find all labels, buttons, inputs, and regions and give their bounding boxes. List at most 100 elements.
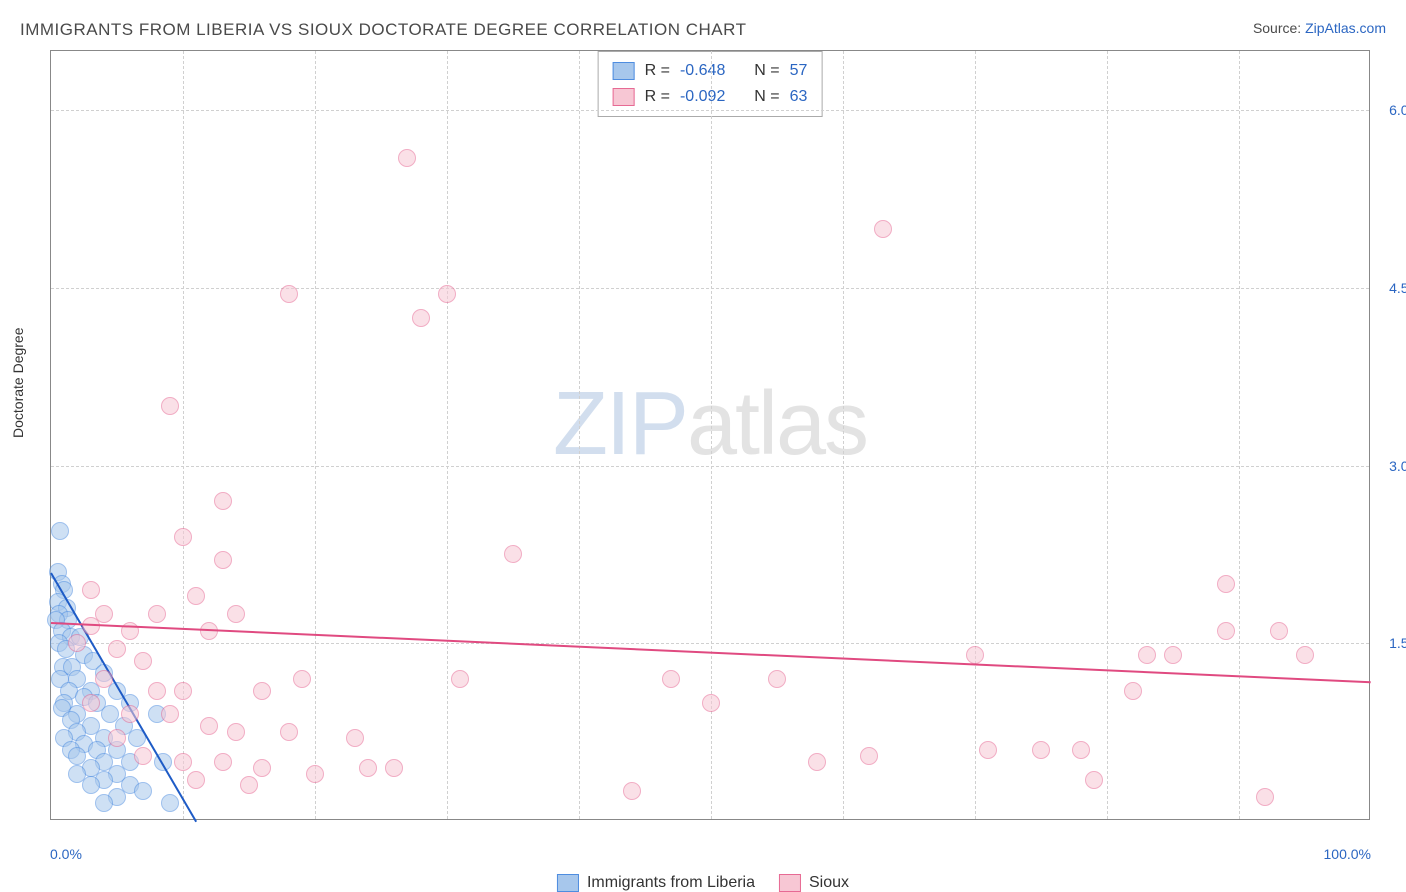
r-value: -0.648: [680, 62, 725, 80]
scatter-point: [148, 605, 166, 623]
scatter-point: [979, 741, 997, 759]
scatter-point: [95, 670, 113, 688]
scatter-point: [227, 723, 245, 741]
scatter-point: [200, 717, 218, 735]
y-tick-label: 6.0%: [1389, 102, 1406, 118]
scatter-point: [200, 622, 218, 640]
scatter-point: [1256, 788, 1274, 806]
stat-row: R = -0.648 N = 57: [613, 58, 808, 84]
scatter-point: [359, 759, 377, 777]
y-tick-label: 4.5%: [1389, 280, 1406, 296]
scatter-point: [134, 652, 152, 670]
stat-row: R = -0.092 N = 63: [613, 84, 808, 110]
scatter-point: [82, 581, 100, 599]
scatter-point: [1124, 682, 1142, 700]
legend-item: Immigrants from Liberia: [557, 874, 755, 892]
gridline-vertical: [183, 51, 184, 819]
watermark-zip: ZIP: [553, 374, 687, 474]
scatter-point: [121, 705, 139, 723]
gridline-vertical: [1239, 51, 1240, 819]
scatter-point: [1085, 771, 1103, 789]
scatter-point: [227, 605, 245, 623]
watermark: ZIPatlas: [553, 373, 867, 476]
scatter-point: [161, 705, 179, 723]
scatter-point: [214, 551, 232, 569]
scatter-point: [1164, 646, 1182, 664]
n-value: 57: [790, 62, 808, 80]
legend-swatch: [557, 874, 579, 892]
gridline-vertical: [447, 51, 448, 819]
scatter-point: [161, 397, 179, 415]
r-value: -0.092: [680, 88, 725, 106]
scatter-point: [253, 682, 271, 700]
y-tick-label: 1.5%: [1389, 635, 1406, 651]
legend-swatch: [779, 874, 801, 892]
scatter-point: [385, 759, 403, 777]
scatter-point: [662, 670, 680, 688]
scatter-point: [161, 794, 179, 812]
n-label: N =: [754, 88, 779, 106]
gridline-vertical: [579, 51, 580, 819]
legend-label: Sioux: [809, 874, 849, 892]
scatter-point: [214, 492, 232, 510]
scatter-point: [623, 782, 641, 800]
n-label: N =: [754, 62, 779, 80]
scatter-chart: ZIPatlas R =-0.648 N =57R =-0.092 N =63 …: [50, 50, 1370, 820]
correlation-stats-box: R = -0.648 N = 57 R = -0.092 N = 63: [598, 51, 823, 117]
scatter-point: [280, 723, 298, 741]
gridline-horizontal: [51, 288, 1369, 289]
scatter-point: [1217, 622, 1235, 640]
chart-title: IMMIGRANTS FROM LIBERIA VS SIOUX DOCTORA…: [20, 20, 747, 40]
legend-swatch: [613, 62, 635, 80]
scatter-point: [412, 309, 430, 327]
scatter-point: [346, 729, 364, 747]
scatter-point: [966, 646, 984, 664]
n-value: 63: [790, 88, 808, 106]
legend: Immigrants from Liberia Sioux: [557, 866, 849, 892]
scatter-point: [134, 747, 152, 765]
y-axis-label: Doctorate Degree: [10, 327, 26, 438]
scatter-point: [768, 670, 786, 688]
scatter-point: [174, 682, 192, 700]
scatter-point: [108, 640, 126, 658]
gridline-vertical: [1107, 51, 1108, 819]
scatter-point: [504, 545, 522, 563]
scatter-point: [438, 285, 456, 303]
scatter-point: [214, 753, 232, 771]
source-link[interactable]: ZipAtlas.com: [1305, 20, 1386, 36]
scatter-point: [1032, 741, 1050, 759]
scatter-point: [68, 634, 86, 652]
scatter-point: [1217, 575, 1235, 593]
scatter-point: [860, 747, 878, 765]
x-axis-start-label: 0.0%: [50, 846, 82, 862]
r-label: R =: [645, 88, 670, 106]
gridline-vertical: [843, 51, 844, 819]
scatter-point: [253, 759, 271, 777]
scatter-point: [451, 670, 469, 688]
scatter-point: [240, 776, 258, 794]
gridline-horizontal: [51, 110, 1369, 111]
scatter-point: [108, 729, 126, 747]
watermark-atlas: atlas: [687, 374, 867, 474]
scatter-point: [187, 587, 205, 605]
scatter-point: [1138, 646, 1156, 664]
gridline-vertical: [315, 51, 316, 819]
legend-label: Immigrants from Liberia: [587, 874, 755, 892]
scatter-point: [95, 794, 113, 812]
source-label: Source:: [1253, 20, 1301, 36]
scatter-point: [808, 753, 826, 771]
gridline-horizontal: [51, 643, 1369, 644]
scatter-point: [1270, 622, 1288, 640]
scatter-point: [148, 682, 166, 700]
scatter-point: [398, 149, 416, 167]
r-label: R =: [645, 62, 670, 80]
source-credit: Source: ZipAtlas.com: [1253, 20, 1386, 36]
scatter-point: [306, 765, 324, 783]
scatter-point: [174, 528, 192, 546]
x-axis-end-label: 100.0%: [1324, 846, 1371, 862]
scatter-point: [82, 776, 100, 794]
scatter-point: [82, 694, 100, 712]
gridline-horizontal: [51, 466, 1369, 467]
legend-item: Sioux: [779, 874, 849, 892]
scatter-point: [187, 771, 205, 789]
